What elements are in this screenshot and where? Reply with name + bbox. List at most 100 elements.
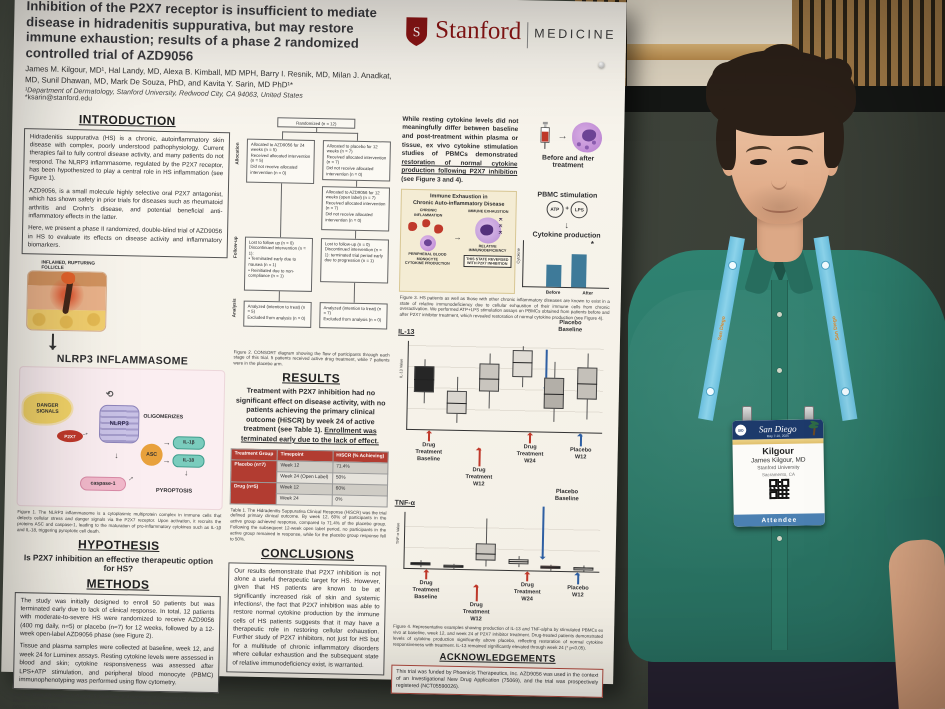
box-plot: [411, 341, 437, 429]
cytokine-findings-text: While resting cytokine levels did not me…: [401, 115, 518, 186]
lps-circle: LPS: [570, 200, 589, 219]
chart-label-text: Drug Treatment W24: [516, 444, 544, 465]
stanford-medicine-logo: S Stanford MEDICINE: [403, 6, 617, 113]
chart-label: Drug Treatment W24: [506, 433, 553, 489]
pushpin: [598, 61, 605, 68]
cytokine-lead-underlined: restoration of normal cytokine productio…: [401, 158, 518, 177]
shirt-button: [777, 368, 782, 373]
badge-location: Sacramento, CA: [761, 471, 796, 478]
lanyard-sid-dot: [820, 259, 831, 271]
box-plot: [441, 513, 467, 570]
arrow-icon: →: [162, 456, 171, 466]
arrow-icon: →: [162, 438, 171, 448]
research-poster: Inhibition of the P2X7 receptor is insuf…: [1, 0, 627, 709]
arrow-icon: →: [453, 233, 462, 243]
chronic-inflammation-side: CHRONIC INFLAMMATION PERIPHERAL BLOOD MO…: [403, 208, 452, 266]
flow-drug-followup-box: Lost to follow up (n = 0) Discontinued i…: [243, 236, 313, 292]
box-plot: [473, 513, 499, 569]
qr-finder: [768, 491, 777, 500]
table-cell: 0%: [331, 494, 388, 507]
down-arrow-icon: ↓: [564, 219, 570, 230]
flow-connector: [353, 282, 356, 303]
bar-chart-categories: Before After: [546, 289, 593, 295]
lanyard-text: San Diego: [716, 315, 727, 342]
red-arrow-pointer: [427, 431, 431, 442]
conclusions-heading: CONCLUSIONS: [260, 545, 355, 562]
box-plot: [444, 342, 470, 430]
chronic-inflammation-label: CHRONIC INFLAMMATION: [414, 208, 443, 218]
red-arrow-pointer: [529, 433, 532, 444]
left-eyebrow: [745, 145, 773, 159]
monocyte-nucleus: [423, 239, 432, 247]
caspase1-node: caspase-1: [79, 476, 127, 492]
cytokine-production-bar-chart: Cytokine *: [516, 239, 610, 289]
hair-sideburn-right: [824, 106, 844, 168]
box-plot: [506, 514, 532, 570]
figure4-caption: Figure 4. Representative examples showin…: [392, 623, 604, 651]
blue-arrow-pointer: [579, 434, 583, 447]
cell-granule: [591, 140, 596, 145]
inflammation-blob: [434, 224, 444, 234]
flow-placebo-followup-box: Lost to follow-up (n = 0) Discontinued i…: [320, 237, 389, 284]
before-after-label: Before and after treatment: [542, 154, 595, 169]
il13-ylabel: IL-13 Value: [399, 358, 404, 378]
red-arrow-pointer: [425, 570, 428, 580]
inflammation-blob: [422, 219, 431, 228]
hypothesis-heading: HYPOTHESIS: [77, 536, 160, 553]
table-group-cell: Placebo (n=7): [230, 459, 278, 483]
exhaustion-and-stimulation-row: Immune Exhaustion in Chronic Auto-inflam…: [398, 188, 613, 296]
consort-flowchart: Allocation Follow-up Analysis Randomized…: [231, 114, 396, 349]
lanyard-sid-dot: [727, 260, 738, 271]
badge-footer: Attendee: [733, 513, 825, 527]
palm-leaf: [809, 425, 819, 429]
figure2-caption: Figure 2. CONSORT diagram showing the fl…: [233, 349, 390, 367]
table-group-cell: Drug (n=5): [230, 481, 277, 505]
tnf-ylabel: TNF-α Value: [395, 523, 401, 545]
exhaustion-columns: CHRONIC INFLAMMATION PERIPHERAL BLOOD MO…: [403, 208, 512, 268]
chart-label: Drug Treatment W24: [504, 572, 551, 624]
flow-connector: [354, 230, 357, 239]
logo-divider: [526, 22, 529, 49]
table-cell: Week 24: [276, 493, 333, 506]
immune-exhaustion-box: Immune Exhaustion in Chronic Auto-inflam…: [398, 188, 517, 294]
tnf-chart-title: TNF-α: [394, 499, 415, 508]
pbmc-stimulation-column: PBMC stimulation ATP + LPS ↓ Cytokine pr…: [516, 191, 613, 296]
box-plot: [541, 344, 567, 432]
significance-star: *: [590, 239, 595, 249]
hair-curl: [816, 58, 852, 88]
danger-signals-node: DANGER SIGNALS: [23, 393, 72, 425]
stanford-shield-icon: S: [406, 17, 428, 47]
rupture-flame: [61, 272, 76, 285]
cytokine-lead-end: (see Figure 3 and 4).: [401, 175, 464, 185]
tnf-category-labels: Drug Treatment Baseline Drug Treatment W…: [392, 570, 605, 625]
badge-qr-code: [768, 478, 789, 500]
atp-lps-stimulus: ATP + LPS: [546, 200, 589, 219]
qr-finder: [780, 478, 789, 487]
poster-header: Inhibition of the P2X7 receptor is insuf…: [25, 0, 617, 113]
reversed-state-box: THIS STATE REVERSED WITH P2X7 INHIBITION: [462, 254, 512, 268]
poster-column-left: INTRODUCTION Hidradenitis suppurativa (H…: [12, 108, 231, 709]
exhaustion-marks: K K K: [497, 217, 504, 235]
il13-boxplot: IL-13 Value: [399, 341, 604, 434]
box-plot: [509, 343, 535, 431]
svg-text:S: S: [413, 24, 421, 39]
badge-organization: Stanford University: [757, 464, 800, 472]
flow-drug-allocation-box: Allocated to AZD9056 for 24 weeks (n = 5…: [246, 138, 315, 184]
poster-title: Inhibition of the P2X7 receptor is insuf…: [25, 0, 378, 64]
hair-sideburn-left: [716, 108, 736, 170]
plus-sign: +: [565, 206, 569, 213]
box-plot: [476, 342, 502, 430]
stage-label-followup: Follow-up: [232, 235, 239, 258]
figure1-caption: Figure 1. The NLRP3 inflammasome is a cy…: [17, 509, 222, 534]
il13-chart-block: IL-13 Placebo Baseline IL-13 Value Drug …: [395, 320, 610, 490]
syringe-icon: [539, 121, 550, 149]
intro-paragraph: Here, we present a phase II randomized, …: [27, 224, 223, 249]
conference-badge: SID San Diego May 7-10, 2025 Kilgour Jam…: [732, 419, 825, 527]
lanyard-text: San Diego: [830, 315, 841, 342]
cell-granule: [584, 145, 589, 150]
pbmc-stimulation-label: PBMC stimulation: [537, 191, 598, 200]
acknowledgements-box: This trial was funded by Phoenicis Thera…: [390, 664, 604, 698]
chart-label: Drug Treatment W12: [456, 448, 503, 488]
chart-label: Drug Treatment Baseline: [405, 431, 452, 487]
chart-label-text: Drug Treatment Baseline: [415, 442, 443, 463]
